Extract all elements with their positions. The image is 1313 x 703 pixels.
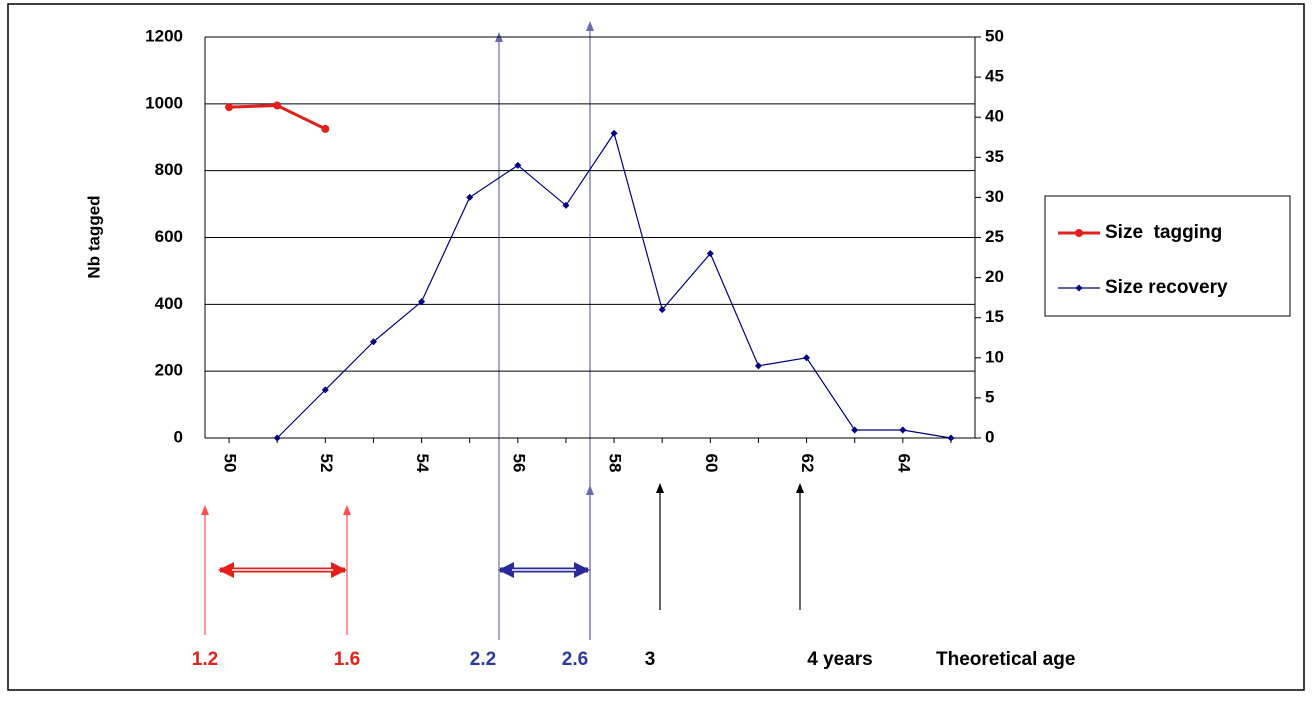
frame (7, 3, 1305, 691)
y-tick-label: 0 (174, 427, 183, 446)
point (754, 362, 762, 370)
x-tick-label: 60 (702, 454, 721, 473)
point (514, 161, 522, 169)
point (321, 124, 330, 133)
point (947, 434, 955, 442)
point (466, 193, 474, 201)
point (225, 103, 234, 112)
point (803, 354, 811, 362)
y2-tick-label: 40 (985, 107, 1004, 126)
y-axis-label: Nb tagged (84, 195, 103, 278)
y2-tick-label: 0 (985, 427, 994, 446)
point (321, 386, 329, 394)
y-tick-label: 1200 (145, 26, 183, 45)
point (562, 201, 570, 209)
point (273, 101, 282, 110)
point (851, 426, 859, 434)
point (273, 434, 281, 442)
x-tick-label: 54 (413, 454, 432, 473)
point (418, 298, 426, 306)
y2-tick-label: 35 (985, 147, 1004, 166)
x-tick-label: 58 (606, 454, 625, 473)
y-tick-label: 200 (155, 361, 183, 380)
x-tick-label: 50 (221, 454, 240, 473)
legend-label: Size recovery (1105, 277, 1228, 298)
x-tick-label: 56 (509, 454, 528, 473)
x-tick-label: 52 (317, 454, 336, 473)
y2-tick-label: 5 (985, 387, 994, 406)
y2-tick-label: 50 (985, 26, 1004, 45)
y-tick-label: 400 (155, 294, 183, 313)
legend-marker (1075, 284, 1083, 292)
legend (1044, 195, 1291, 317)
annotation: 3 (645, 649, 656, 670)
annotation: 1.6 (334, 649, 360, 670)
y-tick-label: 1000 (145, 93, 183, 112)
y-tick-label: 800 (155, 160, 183, 179)
annotation-arrows (201, 21, 804, 640)
y2-tick-label: 15 (985, 307, 1004, 326)
annotation: Theoretical age (936, 649, 1075, 670)
series-line (276, 131, 952, 439)
point (610, 129, 618, 137)
x-tick-label: 64 (894, 454, 913, 473)
annotation: 4 years (807, 649, 873, 670)
point (706, 250, 714, 258)
annotation: 2.2 (470, 649, 496, 670)
point (369, 338, 377, 346)
point (658, 306, 666, 314)
y2-tick-label: 25 (985, 227, 1004, 246)
y2-tick-label: 45 (985, 67, 1004, 86)
annotation: 2.6 (562, 649, 588, 670)
annotation: 1.2 (192, 649, 218, 670)
legend-label: Size tagging (1105, 222, 1222, 243)
y-tick-label: 600 (155, 227, 183, 246)
point (899, 426, 907, 434)
legend-marker (1075, 229, 1083, 237)
y2-tick-label: 10 (985, 347, 1004, 366)
y2-tick-label: 20 (985, 267, 1004, 286)
y2-tick-label: 30 (985, 187, 1004, 206)
x-tick-label: 62 (798, 454, 817, 473)
